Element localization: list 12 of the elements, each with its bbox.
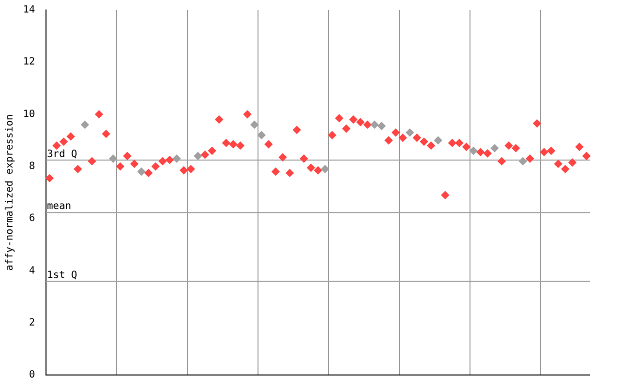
y-tick-label: 6	[29, 213, 36, 224]
y-axis-title: affy-normalized expression	[4, 114, 16, 271]
y-tick-label: 8	[29, 161, 36, 172]
y-tick-label: 10	[22, 108, 36, 120]
ref-line-label: 3rd Q	[47, 148, 78, 160]
y-tick-label: 14	[22, 4, 36, 16]
y-tick-label: 0	[29, 370, 36, 381]
y-tick-label: 12	[22, 56, 36, 68]
y-tick-label: 2	[29, 317, 36, 328]
y-tick-label: 4	[29, 265, 36, 276]
ref-line-label: mean	[47, 201, 72, 212]
ref-line-label: 1st Q	[47, 270, 78, 281]
